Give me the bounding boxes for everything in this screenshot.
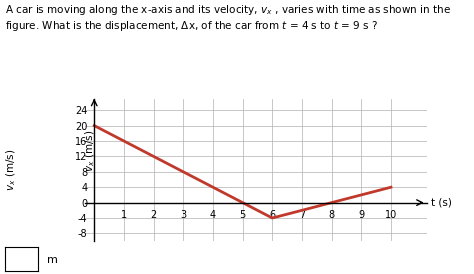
Text: m: m bbox=[47, 255, 58, 265]
Text: t (s): t (s) bbox=[431, 198, 452, 208]
Text: $v_x$ (m/s): $v_x$ (m/s) bbox=[83, 130, 97, 172]
Text: $v_x$ (m/s): $v_x$ (m/s) bbox=[5, 149, 18, 191]
Text: A car is moving along the x-axis and its velocity, $v_x$ , varies with time as s: A car is moving along the x-axis and its… bbox=[5, 3, 451, 33]
